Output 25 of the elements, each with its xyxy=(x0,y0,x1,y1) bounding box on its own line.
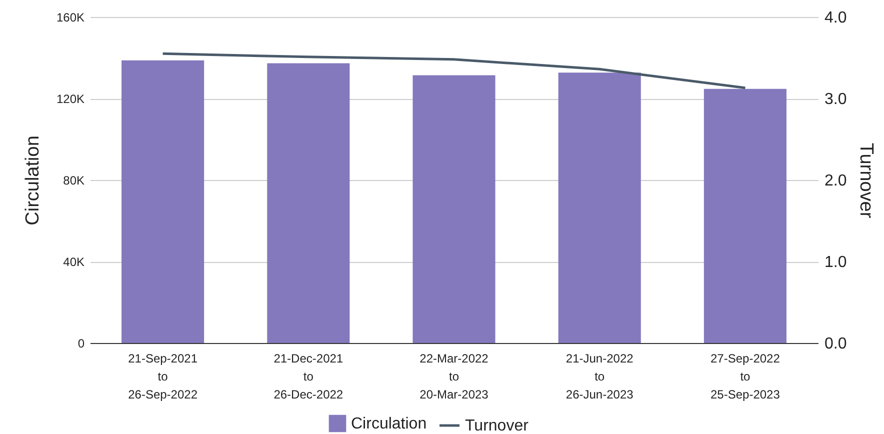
y-tick-label: 80K xyxy=(63,174,84,188)
x-tick-label: 21-Sep-2021 to 26-Sep-2022 xyxy=(128,352,198,402)
y2-tick-label: 4.0 xyxy=(824,10,847,26)
legend-label: Circulation xyxy=(351,416,427,432)
x-tick-label: 27-Sep-2022 to 25-Sep-2023 xyxy=(710,352,780,402)
y-axis-title: Circulation xyxy=(22,136,44,226)
bar xyxy=(412,75,496,343)
y2-tick-label: 1.0 xyxy=(824,254,847,271)
y2-axis-title: Turnover xyxy=(856,142,877,219)
y2-tick-label: 0.0 xyxy=(824,336,847,352)
y2-tick-label: 3.0 xyxy=(824,91,847,108)
bar xyxy=(558,72,641,343)
x-tick-label: 21-Jun-2022 to 26-Jun-2023 xyxy=(566,352,634,402)
x-tick-label: 22-Mar-2022 to 20-Mar-2023 xyxy=(420,352,489,402)
bar xyxy=(267,63,350,343)
y-tick-label: 120K xyxy=(56,92,84,106)
legend-label: Turnover xyxy=(465,418,530,434)
y-tick-label: 40K xyxy=(63,255,84,269)
y-tick-label: 0 xyxy=(78,336,85,350)
line-series xyxy=(162,52,746,90)
bar xyxy=(122,60,204,343)
y-tick-label: 160K xyxy=(56,10,84,24)
x-tick-label: 21-Dec-2021 to 26-Dec-2022 xyxy=(274,352,344,402)
y2-tick-label: 2.0 xyxy=(824,172,847,190)
bar xyxy=(704,88,786,343)
